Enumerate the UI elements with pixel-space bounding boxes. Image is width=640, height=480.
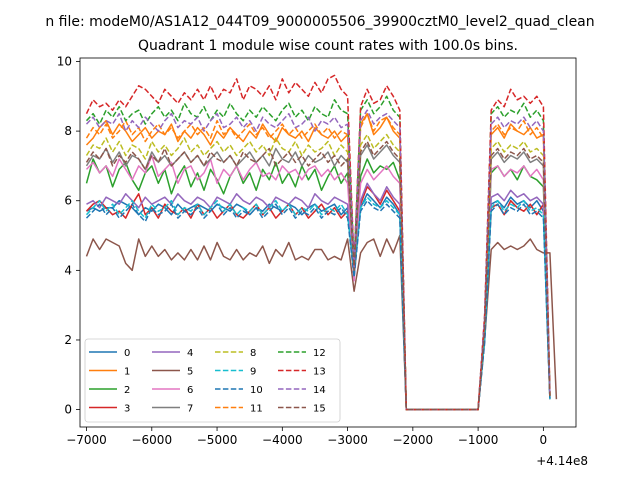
- y-axis-ticks: 0 2 4 6 8 10: [57, 54, 80, 417]
- x-tick-label: −5000: [197, 433, 238, 447]
- y-tick-label: 6: [64, 194, 72, 208]
- series-line-15: [85, 140, 551, 411]
- legend-label-15: 15: [313, 404, 326, 415]
- legend-label-3: 3: [124, 404, 130, 415]
- y-tick-label: 2: [64, 333, 72, 347]
- series-line-13: [85, 74, 551, 411]
- legend-label-2: 2: [124, 385, 130, 396]
- y-tick-label: 4: [64, 263, 72, 277]
- x-tick-label: −1000: [458, 433, 499, 447]
- x-tick-label: 0: [540, 433, 548, 447]
- x-tick-label: −6000: [131, 433, 172, 447]
- y-tick-label: 10: [57, 54, 72, 68]
- legend-label-9: 9: [250, 367, 256, 378]
- x-axis-ticks: −7000 −6000 −5000 −4000 −3000 −2000 −1000 0: [66, 427, 547, 447]
- legend-label-7: 7: [187, 404, 193, 415]
- y-tick-label: 0: [64, 403, 72, 417]
- legend-label-10: 10: [250, 385, 263, 396]
- legend-label-0: 0: [124, 348, 130, 359]
- legend-box: [84, 338, 341, 423]
- legend-label-13: 13: [313, 367, 326, 378]
- y-tick-label: 8: [64, 124, 72, 138]
- figure-suptitle: n file: modeM0/AS1A12_044T09_9000005506_…: [45, 14, 594, 30]
- x-axis-offset-label: +4.14e8: [536, 454, 588, 468]
- legend-label-1: 1: [124, 367, 130, 378]
- axes-border: [79, 57, 577, 428]
- legend-label-8: 8: [250, 348, 256, 359]
- legend-label-4: 4: [187, 348, 193, 359]
- x-tick-label: −4000: [262, 433, 303, 447]
- chart-title: Quadrant 1 module wise count rates with …: [138, 38, 518, 54]
- x-tick-label: −7000: [66, 433, 107, 447]
- axes-frame: [79, 57, 577, 428]
- series-line-12: [85, 95, 551, 411]
- series-layer: [85, 74, 558, 411]
- series-line-8: [85, 133, 551, 411]
- x-tick-label: −2000: [393, 433, 434, 447]
- legend-label-14: 14: [313, 385, 326, 396]
- legend-label-12: 12: [313, 348, 326, 359]
- series-line-11: [85, 112, 551, 411]
- legend-label-5: 5: [187, 367, 193, 378]
- x-tick-label: −3000: [327, 433, 368, 447]
- legend-label-11: 11: [250, 404, 263, 415]
- legend-label-6: 6: [187, 385, 193, 396]
